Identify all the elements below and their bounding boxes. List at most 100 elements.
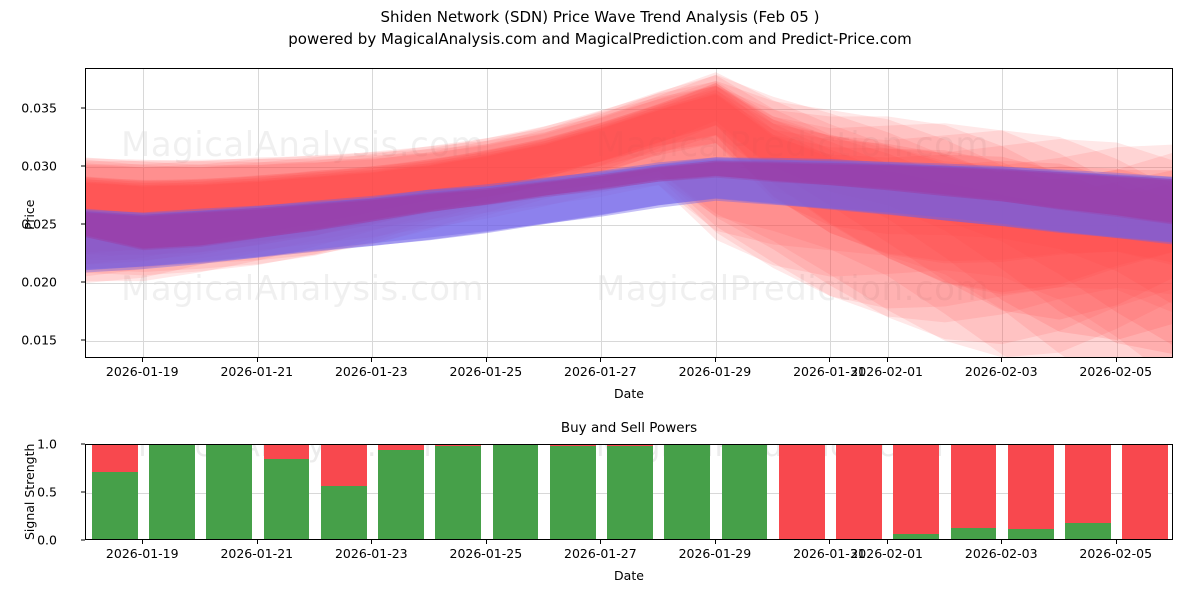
price-gridline-h	[86, 282, 1172, 284]
price-x-axis-label: Date	[614, 386, 644, 401]
price-x-tick-label: 2026-02-01	[850, 364, 923, 379]
signal-bar[interactable]	[1065, 445, 1111, 539]
price-x-tick-mark	[714, 358, 716, 362]
signal-x-tick-label: 2026-01-21	[220, 546, 294, 561]
price-x-tick-mark	[142, 358, 144, 362]
purple-core-band-path	[86, 160, 1172, 249]
signal-y-tick-label: 1.0	[37, 436, 57, 452]
signal-bar[interactable]	[1007, 445, 1054, 539]
price-gridline-v	[715, 69, 717, 357]
signal-bar[interactable]	[893, 445, 940, 539]
price-x-tick-label: 2026-01-27	[564, 364, 637, 379]
price-y-tick-mark	[81, 107, 85, 109]
red-inner-band-path	[86, 90, 1172, 340]
chart-title-block: Shiden Network (SDN) Price Wave Trend An…	[0, 6, 1200, 50]
page-title: Shiden Network (SDN) Price Wave Trend An…	[380, 8, 820, 26]
price-y-tick-label: 0.030	[21, 158, 57, 174]
buy-power-segment	[893, 534, 940, 539]
price-x-tick-label: 2026-01-21	[220, 364, 294, 379]
price-x-tick-mark	[1001, 358, 1003, 362]
price-gridline-v	[257, 69, 259, 357]
buy-power-segment	[1007, 529, 1054, 539]
price-gridline-h	[86, 167, 1172, 169]
buy-sell-title: Buy and Sell Powers	[560, 420, 698, 436]
price-x-tick-label: 2026-01-19	[105, 364, 179, 379]
signal-bar[interactable]	[607, 445, 653, 539]
signal-x-axis: 2026-01-19 2026-01-21 2026-01-23 2026-01-25…	[85, 540, 1173, 580]
signal-bar[interactable]	[950, 445, 997, 539]
red-inner-band-path	[86, 85, 1172, 295]
price-gridline-v	[830, 69, 832, 357]
signal-bar[interactable]	[1122, 445, 1169, 539]
signal-x-tick-mark	[142, 540, 144, 544]
signal-bar[interactable]	[320, 445, 367, 539]
signal-bar[interactable]	[778, 445, 825, 539]
signal-bar[interactable]	[721, 445, 768, 539]
signal-x-tick-mark	[886, 540, 888, 544]
signal-bar[interactable]	[148, 445, 195, 539]
price-x-tick-mark	[485, 358, 487, 362]
signal-x-tick-label: 2026-02-05	[1079, 546, 1153, 561]
buy-power-segment	[607, 445, 653, 539]
price-y-tick-mark	[81, 223, 85, 225]
buy-power-segment	[148, 445, 195, 539]
signal-x-tick-mark	[714, 540, 716, 544]
blue-confidence-band-path	[86, 157, 1172, 270]
price-y-tick-label: 0.020	[21, 274, 57, 290]
price-wave-plot: MagicalAnalysis.com MagicalPrediction.co…	[85, 68, 1173, 358]
sell-power-segment	[91, 445, 138, 474]
signal-bar[interactable]	[378, 445, 424, 539]
buy-power-segment	[1065, 522, 1111, 539]
signal-bar[interactable]	[91, 445, 138, 539]
buy-power-segment	[950, 528, 997, 539]
sell-power-segment	[778, 445, 825, 539]
signal-x-tick-mark	[600, 540, 602, 544]
price-gridline-v	[887, 69, 889, 357]
signal-y-tick-mark	[81, 443, 85, 445]
signal-bar[interactable]	[263, 445, 310, 539]
price-gridline-v	[372, 69, 374, 357]
signal-x-tick-label: 2026-02-01	[850, 546, 923, 561]
buy-power-segment	[320, 486, 367, 539]
signal-bar[interactable]	[549, 445, 596, 539]
red-inner-band-path	[86, 82, 1172, 265]
buy-power-segment	[91, 471, 138, 539]
blue-confidence-band-path	[86, 157, 1172, 271]
sell-power-segment	[893, 445, 940, 537]
price-x-tick-mark	[600, 358, 602, 362]
signal-bar[interactable]	[836, 445, 882, 539]
buy-power-segment	[492, 445, 539, 539]
signal-x-axis-label: Date	[614, 568, 644, 583]
price-x-tick-label: 2026-01-23	[334, 364, 408, 379]
red-outer-band-path	[86, 81, 1172, 313]
signal-x-tick-mark	[829, 540, 831, 544]
price-x-tick-label: 2026-01-31	[793, 364, 866, 379]
red-outer-band-path	[86, 85, 1172, 357]
price-x-tick-mark	[371, 358, 373, 362]
price-gridline-h	[86, 224, 1172, 226]
buy-power-segment	[549, 445, 596, 539]
signal-bar[interactable]	[435, 445, 482, 539]
purple-core-band-path	[86, 162, 1172, 250]
signal-y-axis-label: Signal Strength	[22, 443, 37, 540]
red-inner-band-path	[86, 86, 1172, 320]
price-wave-panel: MagicalAnalysis.com MagicalPrediction.co…	[21, 68, 1173, 401]
price-gridline-h	[86, 340, 1172, 342]
buy-power-segment	[378, 449, 424, 539]
signal-bar[interactable]	[664, 445, 711, 539]
signal-bar[interactable]	[206, 445, 253, 539]
price-gridline-v	[143, 69, 145, 357]
signal-x-tick-mark	[371, 540, 373, 544]
signal-y-tick-label: 0.5	[37, 484, 57, 500]
purple-core-band-path	[86, 160, 1172, 249]
price-gridline-v	[601, 69, 603, 357]
signal-x-tick-label: 2026-02-03	[964, 546, 1038, 561]
signal-bar[interactable]	[492, 445, 539, 539]
sell-power-segment	[378, 445, 424, 452]
price-y-tick-mark	[81, 281, 85, 283]
price-gridline-v	[1002, 69, 1004, 357]
red-outer-band-path	[86, 74, 1172, 357]
price-y-tick-mark	[81, 165, 85, 167]
price-x-tick-mark	[1115, 358, 1117, 362]
signal-y-tick-mark	[81, 491, 85, 493]
